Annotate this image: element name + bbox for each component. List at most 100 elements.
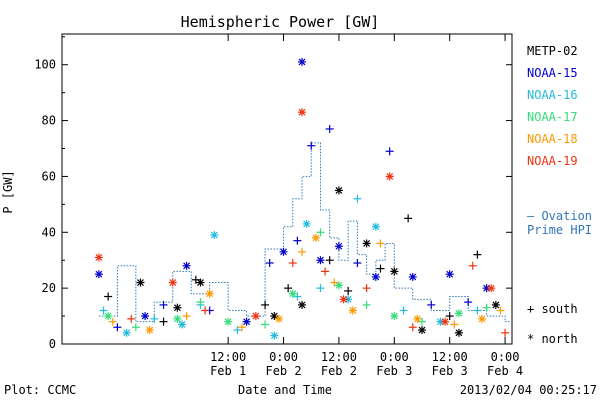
north-star-point (311, 233, 320, 242)
north-star-point (339, 295, 348, 304)
south-plus-point (404, 214, 413, 223)
north-star-point (390, 312, 399, 321)
x-tick-date: Feb 3 (432, 364, 468, 378)
north-star-point (94, 253, 103, 262)
north-star-point (196, 278, 205, 287)
y-tick-label: 20 (42, 281, 56, 295)
south-plus-point (238, 323, 246, 332)
south-plus-point (316, 228, 325, 237)
x-tick-date: Feb 1 (210, 364, 246, 378)
footer-timestamp: 2013/02/04 00:25:17 (460, 383, 597, 397)
north-star-point (205, 289, 214, 298)
north-star-point (334, 281, 343, 290)
south-plus-point (362, 300, 371, 309)
south-plus-point (159, 300, 168, 309)
plot-frame (61, 33, 513, 345)
north-star-point (362, 239, 371, 248)
south-plus-point (293, 236, 302, 245)
north-star-point (279, 247, 288, 256)
south-plus-point (261, 320, 270, 329)
south-plus-point (376, 264, 385, 273)
south-plus-point (127, 314, 136, 323)
south-plus-point (473, 306, 482, 315)
north-star-point (270, 331, 279, 340)
north-star-point (445, 270, 454, 279)
legend-item: NOAA-19 (527, 154, 578, 168)
south-plus-point (325, 256, 334, 265)
north-star-point (168, 278, 177, 287)
y-tick-label: 60 (42, 169, 56, 183)
north-star-point (298, 57, 306, 66)
north-star-point (334, 242, 343, 251)
y-tick-label: 0 (49, 337, 56, 351)
north-star-point (478, 314, 486, 323)
south-plus-point (321, 267, 330, 276)
south-plus-point (427, 300, 436, 309)
south-plus-point (330, 278, 339, 287)
north-star-point (390, 267, 399, 276)
south-plus-point (233, 326, 242, 335)
marker-legend-south: + south (527, 302, 578, 316)
chart-title: Hemispheric Power [GW] (181, 13, 380, 31)
north-star-point (145, 326, 154, 335)
x-tick-date: Feb 4 (487, 364, 523, 378)
south-plus-point (196, 298, 205, 307)
south-plus-point (113, 323, 122, 332)
x-tick-time: 0:00 (269, 350, 298, 364)
north-star-point (178, 320, 186, 329)
x-tick-date: Feb 2 (321, 364, 357, 378)
north-star-point (316, 256, 325, 265)
north-star-point (141, 312, 150, 321)
north-star-point (251, 312, 260, 321)
north-star-point (371, 272, 380, 281)
north-star-point (454, 309, 463, 318)
footer-credit: Plot: CCMC (4, 383, 76, 397)
south-plus-point (159, 317, 168, 326)
north-star-point (385, 172, 394, 181)
north-star-point (491, 300, 500, 309)
north-star-point (224, 317, 233, 326)
north-star-point (487, 284, 496, 293)
south-plus-point (464, 298, 473, 307)
south-plus-point (445, 312, 454, 321)
south-plus-point (399, 306, 408, 315)
y-tick-label: 40 (42, 225, 56, 239)
north-star-point (173, 303, 182, 312)
ovation-legend-line1: — Ovation (527, 209, 592, 223)
south-plus-point (344, 286, 353, 295)
south-plus-point (131, 323, 140, 332)
x-axis-label: Date and Time (238, 383, 332, 397)
south-plus-point (150, 314, 159, 323)
south-plus-point (501, 328, 510, 337)
x-tick-time: 0:00 (380, 350, 409, 364)
y-tick-label: 80 (42, 114, 56, 128)
north-star-point (173, 314, 182, 323)
south-plus-point (385, 147, 394, 156)
legend-item: NOAA-15 (527, 66, 578, 80)
y-axis-label: P [GW] (1, 170, 15, 213)
north-star-point (104, 312, 113, 321)
north-star-point (298, 108, 306, 117)
south-plus-point (376, 239, 385, 248)
south-plus-point (362, 284, 371, 293)
north-star-point (288, 289, 297, 298)
north-star-point (348, 306, 357, 315)
legend-item: NOAA-18 (527, 132, 578, 146)
south-plus-point (265, 259, 274, 268)
north-star-point (334, 186, 343, 195)
north-star-point (441, 317, 450, 326)
ovation-series-line (98, 142, 510, 323)
north-star-point (182, 261, 191, 270)
south-plus-point (104, 292, 113, 301)
south-plus-point (482, 303, 491, 312)
north-star-point (136, 278, 145, 287)
data-points (94, 57, 510, 340)
south-plus-point (450, 320, 459, 329)
x-tick-time: 12:00 (432, 350, 468, 364)
north-star-point (408, 272, 417, 281)
north-star-point (454, 328, 463, 337)
marker-legend-north: * north (527, 332, 578, 346)
south-plus-point (325, 124, 334, 133)
x-tick-date: Feb 2 (265, 364, 301, 378)
